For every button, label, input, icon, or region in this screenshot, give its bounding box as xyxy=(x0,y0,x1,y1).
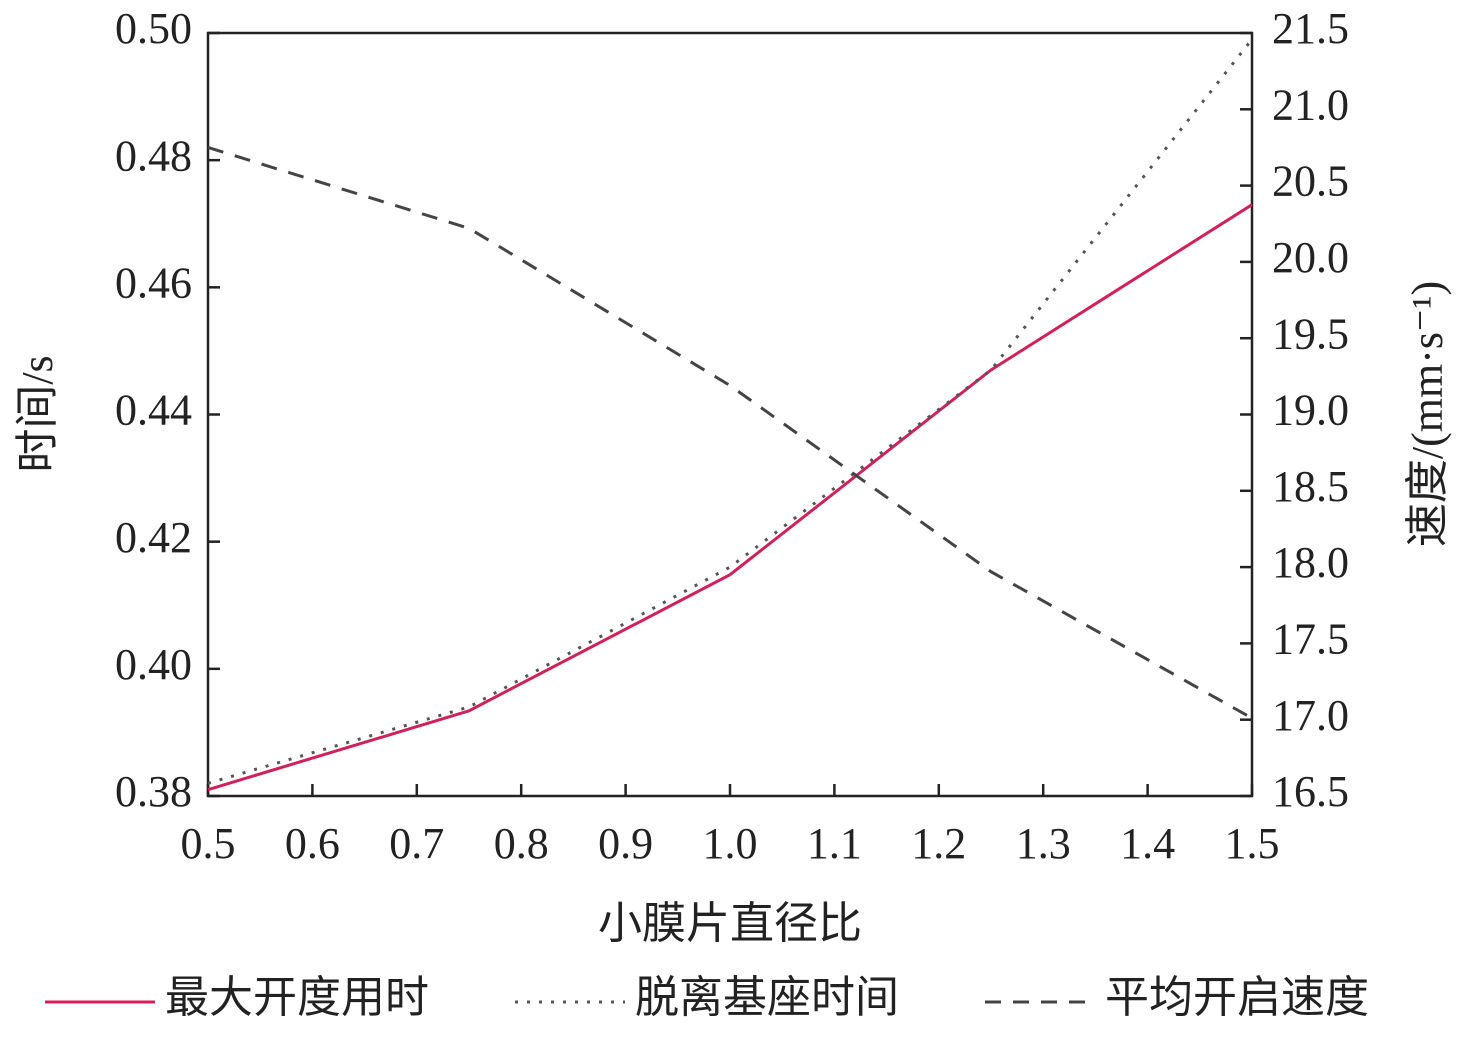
y2-tick-label: 19.5 xyxy=(1272,309,1349,358)
x-tick-label: 0.8 xyxy=(494,819,549,868)
x-tick-label: 0.9 xyxy=(598,819,653,868)
series-line xyxy=(207,38,1254,785)
y-axis-label: 时间/s xyxy=(13,355,62,472)
x-tick-label: 1.5 xyxy=(1225,819,1280,868)
series-line xyxy=(207,203,1253,792)
x-axis-label: 小膜片直径比 xyxy=(598,899,862,948)
legend-label: 脱离基座时间 xyxy=(635,973,899,1022)
y2-tick-label: 18.5 xyxy=(1272,462,1349,511)
y-tick-label: 0.38 xyxy=(115,767,192,816)
y-tick-label: 0.46 xyxy=(115,258,192,307)
y2-tick-label: 21.0 xyxy=(1272,80,1349,129)
y2-tick-label: 17.5 xyxy=(1272,614,1349,663)
legend-label: 平均开启速度 xyxy=(1105,973,1369,1022)
x-tick-label: 0.5 xyxy=(181,819,236,868)
series-line xyxy=(207,146,1253,720)
x-tick-label: 0.7 xyxy=(389,819,444,868)
x-tick-label: 1.3 xyxy=(1016,819,1071,868)
x-tick-label: 1.0 xyxy=(703,819,758,868)
x-tick-label: 1.2 xyxy=(911,819,966,868)
y2-tick-label: 20.0 xyxy=(1272,233,1349,282)
y2-tick-label: 18.0 xyxy=(1272,538,1349,587)
legend-label: 最大开度用时 xyxy=(165,973,429,1022)
y2-tick-label: 16.5 xyxy=(1272,767,1349,816)
y2-tick-label: 20.5 xyxy=(1272,157,1349,206)
y2-tick-label: 17.0 xyxy=(1272,691,1349,740)
y2-tick-label: 19.0 xyxy=(1272,386,1349,435)
y2-axis-label: 速度/(mm·s⁻¹) xyxy=(1403,281,1452,547)
x-tick-label: 1.1 xyxy=(807,819,862,868)
y-tick-label: 0.42 xyxy=(115,513,192,562)
y-tick-label: 0.40 xyxy=(115,640,192,689)
y2-tick-label: 21.5 xyxy=(1272,4,1349,53)
x-tick-label: 1.4 xyxy=(1120,819,1175,868)
plot-frame xyxy=(206,31,1254,798)
x-tick-label: 0.6 xyxy=(285,819,340,868)
y-tick-label: 0.50 xyxy=(115,4,192,53)
y-tick-label: 0.48 xyxy=(115,131,192,180)
y-tick-label: 0.44 xyxy=(115,386,192,435)
